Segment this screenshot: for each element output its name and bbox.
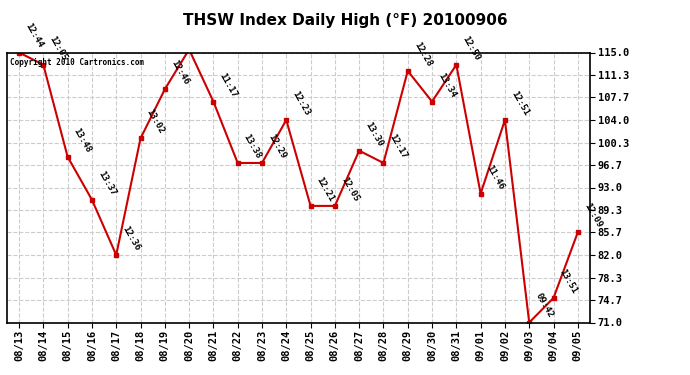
Text: 12:51: 12:51 bbox=[509, 90, 531, 117]
Text: Copyright 2010 Cartronics.com: Copyright 2010 Cartronics.com bbox=[10, 58, 144, 67]
Text: 12:36: 12:36 bbox=[120, 225, 141, 252]
Text: 12:28: 12:28 bbox=[412, 40, 433, 68]
Text: 12:05: 12:05 bbox=[48, 34, 69, 62]
Text: 09:42: 09:42 bbox=[533, 292, 555, 320]
Text: 12:05: 12:05 bbox=[339, 176, 360, 203]
Text: 12:09: 12:09 bbox=[582, 202, 603, 229]
Text: 13:02: 13:02 bbox=[145, 108, 166, 136]
Text: 12:17: 12:17 bbox=[388, 132, 409, 160]
Text: THSW Index Daily High (°F) 20100906: THSW Index Daily High (°F) 20100906 bbox=[183, 13, 507, 28]
Text: 13:21: 13:21 bbox=[0, 374, 1, 375]
Text: 12:23: 12:23 bbox=[290, 90, 312, 117]
Text: 11:17: 11:17 bbox=[217, 71, 239, 99]
Text: 13:37: 13:37 bbox=[96, 169, 117, 197]
Text: 13:30: 13:30 bbox=[364, 120, 384, 148]
Text: 13:48: 13:48 bbox=[72, 126, 93, 154]
Text: 12:21: 12:21 bbox=[315, 176, 336, 203]
Text: 12:44: 12:44 bbox=[23, 22, 44, 50]
Text: 12:46: 12:46 bbox=[169, 59, 190, 87]
Text: 12:29: 12:29 bbox=[266, 132, 287, 160]
Text: 11:46: 11:46 bbox=[485, 163, 506, 191]
Text: 13:38: 13:38 bbox=[242, 132, 263, 160]
Text: 13:34: 13:34 bbox=[436, 71, 457, 99]
Text: 12:50: 12:50 bbox=[460, 34, 482, 62]
Text: 13:51: 13:51 bbox=[558, 267, 579, 295]
